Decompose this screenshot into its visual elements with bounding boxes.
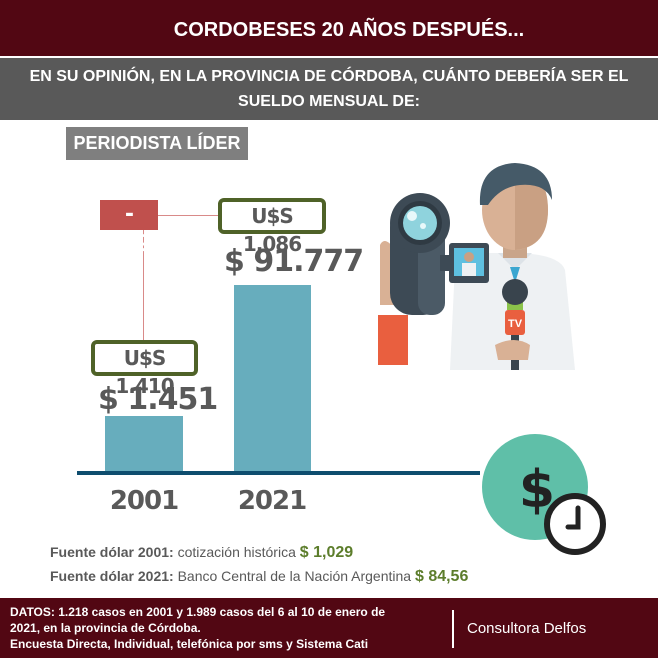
role-label: PERIODISTA LÍDER <box>66 127 248 160</box>
source-text: cotización histórica <box>177 544 296 560</box>
usd-label-2021: U$S 1.086 <box>218 198 326 256</box>
tv-reporter-camera-icon: TV <box>378 163 575 370</box>
source-label: Fuente dólar 2021: <box>50 568 174 584</box>
bar-2001 <box>105 416 183 473</box>
page-title: CORDOBESES 20 AÑOS DESPUÉS... <box>173 19 525 41</box>
usd-label-2001: U$S 1.410 <box>91 340 198 398</box>
x-tick-2001: 2001 <box>109 486 179 516</box>
change-badge: - 22,9% <box>100 200 172 257</box>
question-text: EN SU OPINIÓN, EN LA PROVINCIA DE CÓRDOB… <box>29 68 629 110</box>
source-2021: Fuente dólar 2021: Banco Central de la N… <box>50 568 468 586</box>
x-tick-2021: 2021 <box>237 486 307 516</box>
peso-label-2021: $ 91.777 <box>224 244 364 279</box>
brand-name: Consultora Delfos <box>467 620 587 637</box>
header-banner: CORDOBESES 20 AÑOS DESPUÉS... <box>0 0 658 56</box>
footer-line-1: DATOS: 1.218 casos en 2001 y 1.989 casos… <box>10 605 386 619</box>
footer-divider <box>452 610 454 648</box>
peso-label-2001: $ 1.451 <box>98 382 218 417</box>
exchange-rate-value: $ 84,56 <box>414 568 469 585</box>
exchange-rate-value: $ 1,029 <box>299 544 354 561</box>
svg-text:TV: TV <box>508 318 523 330</box>
source-label: Fuente dólar 2001: <box>50 544 174 560</box>
footer-line-2: 2021, en la provincia de Córdoba. <box>10 621 201 635</box>
source-2001: Fuente dólar 2001: cotización histórica … <box>50 544 353 562</box>
bar-2021 <box>234 285 311 473</box>
question-banner: EN SU OPINIÓN, EN LA PROVINCIA DE CÓRDOB… <box>0 58 658 120</box>
x-axis-line <box>77 471 480 475</box>
footer-data-note: DATOS: 1.218 casos en 2001 y 1.989 casos… <box>10 604 385 652</box>
footer-line-3: Encuesta Directa, Individual, telefónica… <box>10 637 369 651</box>
footer-banner: DATOS: 1.218 casos en 2001 y 1.989 casos… <box>0 598 658 658</box>
connector-line-vertical <box>143 230 144 340</box>
source-text: Banco Central de la Nación Argentina <box>177 568 412 584</box>
dollar-clock-icon: $ <box>482 434 606 555</box>
connector-line-horizontal <box>158 215 218 216</box>
